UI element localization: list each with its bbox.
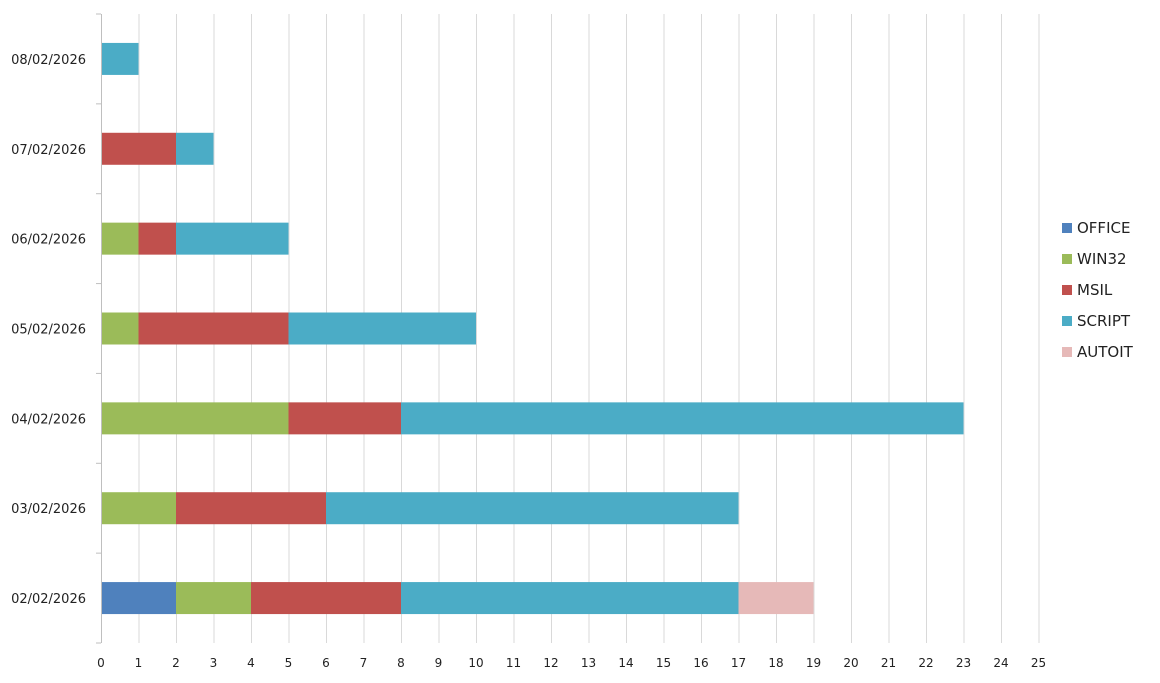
legend-label-win32: WIN32: [1077, 250, 1127, 268]
legend: OFFICE WIN32 MSIL SCRIPT AUTOIT: [1062, 219, 1134, 361]
bar-win32-2: [101, 492, 176, 525]
y-category-label: 02/02/2026: [11, 592, 86, 607]
bar-script-6: [176, 132, 214, 165]
x-tick-label: 18: [768, 656, 783, 670]
x-tick-label: 8: [397, 656, 405, 670]
bar-office-1: [101, 582, 176, 615]
x-tick-label: 17: [731, 656, 746, 670]
bar-script-4: [288, 312, 476, 345]
legend-swatch-win32: [1062, 254, 1072, 264]
axes: 0 1 2 3 4 5 6 7 8 9 10 11 12 13 14 15 16 17 18 19 20 21 22 23 24…: [11, 13, 1046, 670]
legend-label-msil: MSIL: [1077, 281, 1113, 299]
y-category-label: 03/02/2026: [11, 502, 86, 517]
y-category-label: 07/02/2026: [11, 143, 86, 158]
x-tick-label: 22: [918, 656, 933, 670]
x-tick-label: 13: [581, 656, 596, 670]
legend-label-office: OFFICE: [1077, 219, 1130, 237]
bar-script-5: [176, 222, 289, 255]
bar-msil-1: [251, 582, 401, 615]
x-tick-label: 10: [468, 656, 483, 670]
x-tick-label: 6: [322, 656, 330, 670]
bar-msil-6: [101, 132, 176, 165]
x-tick-label: 7: [360, 656, 368, 670]
x-tick-label: 2: [172, 656, 180, 670]
bar-win32-1: [176, 582, 251, 615]
bar-win32-4: [101, 312, 139, 345]
x-tick-label: 12: [543, 656, 558, 670]
legend-swatch-msil: [1062, 285, 1072, 295]
x-tick-label: 23: [956, 656, 971, 670]
bar-autoit-1: [738, 582, 814, 615]
bar-msil-5: [138, 222, 176, 255]
x-tick-label: 14: [618, 656, 633, 670]
y-category-label: 08/02/2026: [11, 53, 86, 68]
bar-msil-3: [288, 402, 401, 435]
x-tick-label: 25: [1031, 656, 1046, 670]
legend-label-script: SCRIPT: [1077, 312, 1131, 330]
y-category-label: 04/02/2026: [11, 412, 86, 427]
legend-swatch-script: [1062, 316, 1072, 326]
bar-win32-3: [101, 402, 289, 435]
x-tick-label: 9: [435, 656, 443, 670]
bar-script-7: [101, 42, 139, 75]
x-tick-label: 1: [135, 656, 143, 670]
x-tick-label: 15: [656, 656, 671, 670]
x-tick-label: 21: [881, 656, 896, 670]
bar-msil-2: [176, 492, 326, 525]
legend-label-autoit: AUTOIT: [1077, 343, 1134, 361]
x-tick-label: 11: [506, 656, 521, 670]
bar-script-3: [401, 402, 964, 435]
x-tick-label: 19: [806, 656, 821, 670]
x-tick-label: 4: [247, 656, 255, 670]
bar-script-1: [401, 582, 739, 615]
legend-swatch-office: [1062, 223, 1072, 233]
x-tick-label: 20: [843, 656, 858, 670]
bar-script-2: [326, 492, 739, 525]
bar-win32-5: [101, 222, 139, 255]
x-tick-label: 24: [993, 656, 1008, 670]
y-category-label: 06/02/2026: [11, 233, 86, 248]
x-tick-label: 3: [210, 656, 218, 670]
x-tick-label: 5: [285, 656, 293, 670]
y-category-label: 05/02/2026: [11, 323, 86, 338]
bar-msil-4: [138, 312, 289, 345]
grid-lines: [138, 14, 1040, 643]
x-tick-label: 0: [97, 656, 105, 670]
x-tick-label: 16: [693, 656, 708, 670]
legend-swatch-autoit: [1062, 347, 1072, 357]
bars: [101, 42, 964, 615]
